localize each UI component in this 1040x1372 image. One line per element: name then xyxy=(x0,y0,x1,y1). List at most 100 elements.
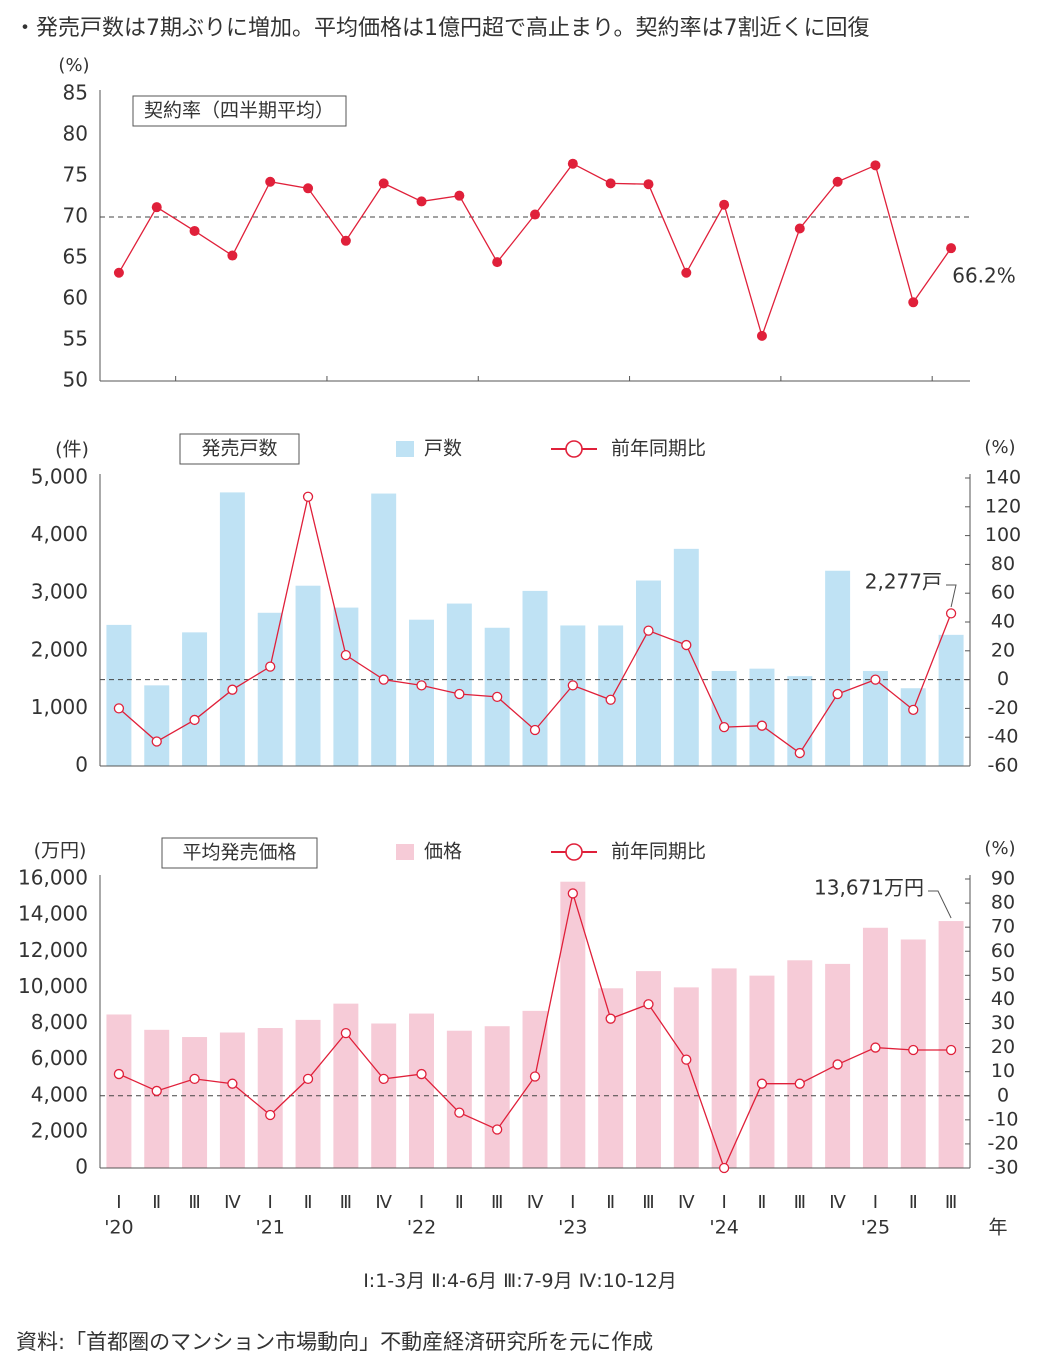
bar xyxy=(484,1026,510,1168)
bar xyxy=(106,1014,132,1168)
data-point xyxy=(189,225,200,236)
chart-title-box xyxy=(161,837,318,869)
data-point xyxy=(870,674,881,685)
data-point xyxy=(340,1027,352,1039)
quarter-label: Ⅱ xyxy=(455,1192,464,1213)
bar xyxy=(635,580,661,766)
bar xyxy=(182,1037,208,1168)
x-axis-labels: Ⅰ Ⅱ Ⅲ Ⅳ Ⅰ Ⅱ Ⅲ Ⅳ Ⅰ Ⅱ Ⅲ Ⅳ Ⅰ Ⅱ Ⅲ Ⅳ Ⅰ Ⅱ Ⅲ Ⅳ Ⅰ Ⅱ Ⅲ '20 '21 '22 '23 '24 '2… xyxy=(104,1192,1007,1239)
y2-tick-label: 70 xyxy=(991,916,1015,938)
chart-title: 平均発売価格 xyxy=(182,842,296,864)
bar xyxy=(446,1030,472,1168)
quarter-label: Ⅳ xyxy=(829,1192,846,1213)
data-point xyxy=(945,608,957,619)
year-label: '22 xyxy=(407,1217,436,1239)
data-point xyxy=(794,747,805,759)
quarter-label: Ⅳ xyxy=(678,1192,695,1213)
data-point xyxy=(303,183,314,194)
price-chart: (万円) 0 2,000 4,000 6,000 8,000 10,000 12,000 14,… xyxy=(18,837,1019,1179)
data-point xyxy=(265,176,276,187)
year-label: '21 xyxy=(256,1217,285,1239)
data-point xyxy=(832,688,843,700)
contract-rate-y-unit: (%) xyxy=(58,55,89,76)
y2-tick-label: -10 xyxy=(987,1108,1018,1130)
bar xyxy=(409,619,435,766)
y-tick-label: 2,000 xyxy=(31,637,88,661)
legend-line-marker xyxy=(565,440,583,458)
y2-tick-label: 10 xyxy=(991,1060,1015,1082)
y2-tick-label: 80 xyxy=(991,553,1015,575)
bar xyxy=(938,634,964,766)
data-point xyxy=(908,297,919,308)
quarter-label: Ⅲ xyxy=(491,1192,503,1213)
data-point xyxy=(302,491,314,502)
y-axis-unit: (万円) xyxy=(34,840,87,862)
data-point xyxy=(151,1085,162,1097)
bar xyxy=(333,607,359,766)
bar xyxy=(257,1028,283,1168)
data-point xyxy=(946,243,957,254)
data-point xyxy=(113,1068,125,1080)
y-tick-label: 0 xyxy=(75,1155,88,1179)
bar xyxy=(862,670,888,766)
legend-bar-swatch xyxy=(396,441,414,457)
y2-tick-label: 80 xyxy=(991,892,1015,914)
bar xyxy=(295,1019,321,1168)
y-tick-label: 80 xyxy=(63,122,88,146)
data-point xyxy=(378,178,389,189)
quarter-label: Ⅱ xyxy=(909,1192,918,1213)
quarter-label: Ⅲ xyxy=(642,1192,654,1213)
y2-tick-label: 30 xyxy=(991,1012,1015,1034)
y2-tick-label: -30 xyxy=(987,1157,1018,1179)
end-label-leader xyxy=(946,584,957,608)
data-point xyxy=(416,680,427,691)
data-point xyxy=(756,1078,768,1089)
bar xyxy=(673,987,699,1168)
end-value-label: 66.2% xyxy=(952,264,1016,288)
end-value-label: 13,671万円 xyxy=(814,876,924,900)
data-point xyxy=(416,1068,427,1080)
y-tick-label: 10,000 xyxy=(18,974,88,998)
data-point xyxy=(378,1073,389,1085)
quarter-label: Ⅲ xyxy=(945,1192,957,1213)
headline: ・発売戸数は7期ぶりに増加。平均価格は1億円超で高止まり。契約率は7割近くに回復 xyxy=(14,16,870,41)
data-point xyxy=(643,999,654,1010)
quarter-label: Ⅰ xyxy=(268,1192,273,1213)
data-point xyxy=(416,196,427,207)
end-value-label: 2,277戸 xyxy=(865,570,942,594)
bar xyxy=(560,881,586,1168)
data-point xyxy=(454,688,465,700)
data-point xyxy=(567,888,578,899)
y2-tick-label: 90 xyxy=(991,868,1015,890)
bar xyxy=(219,1032,245,1168)
quarter-label: Ⅰ xyxy=(116,1192,121,1213)
data-point xyxy=(227,1078,238,1089)
legend-bar-label: 戸数 xyxy=(424,438,462,460)
y-tick-label: 14,000 xyxy=(18,902,88,926)
data-point xyxy=(529,724,541,736)
bar xyxy=(409,1013,435,1168)
y2-tick-label: 50 xyxy=(991,964,1015,986)
data-point xyxy=(567,680,578,691)
y2-tick-label: 140 xyxy=(985,467,1021,489)
quarter-label: Ⅳ xyxy=(224,1192,241,1213)
data-point xyxy=(454,1107,465,1118)
data-point xyxy=(492,257,503,268)
data-point xyxy=(151,736,162,747)
bar xyxy=(144,685,170,766)
data-point xyxy=(378,674,389,685)
year-suffix: 年 xyxy=(988,1217,1007,1239)
data-point xyxy=(151,202,162,213)
data-point xyxy=(265,1109,276,1121)
y2-axis-unit: (%) xyxy=(984,437,1015,458)
y-tick-label: 65 xyxy=(63,245,88,269)
bar xyxy=(446,603,472,766)
data-point xyxy=(908,1044,919,1056)
data-point xyxy=(567,158,578,169)
end-label-leader xyxy=(928,890,952,919)
year-label: '24 xyxy=(709,1217,738,1239)
y-tick-label: 75 xyxy=(63,163,88,187)
source-note: 資料:「首都圏のマンション市場動向」不動産経済研究所を元に作成 xyxy=(16,1330,654,1354)
y-tick-label: 4,000 xyxy=(31,522,88,546)
quarter-label: Ⅲ xyxy=(188,1192,200,1213)
